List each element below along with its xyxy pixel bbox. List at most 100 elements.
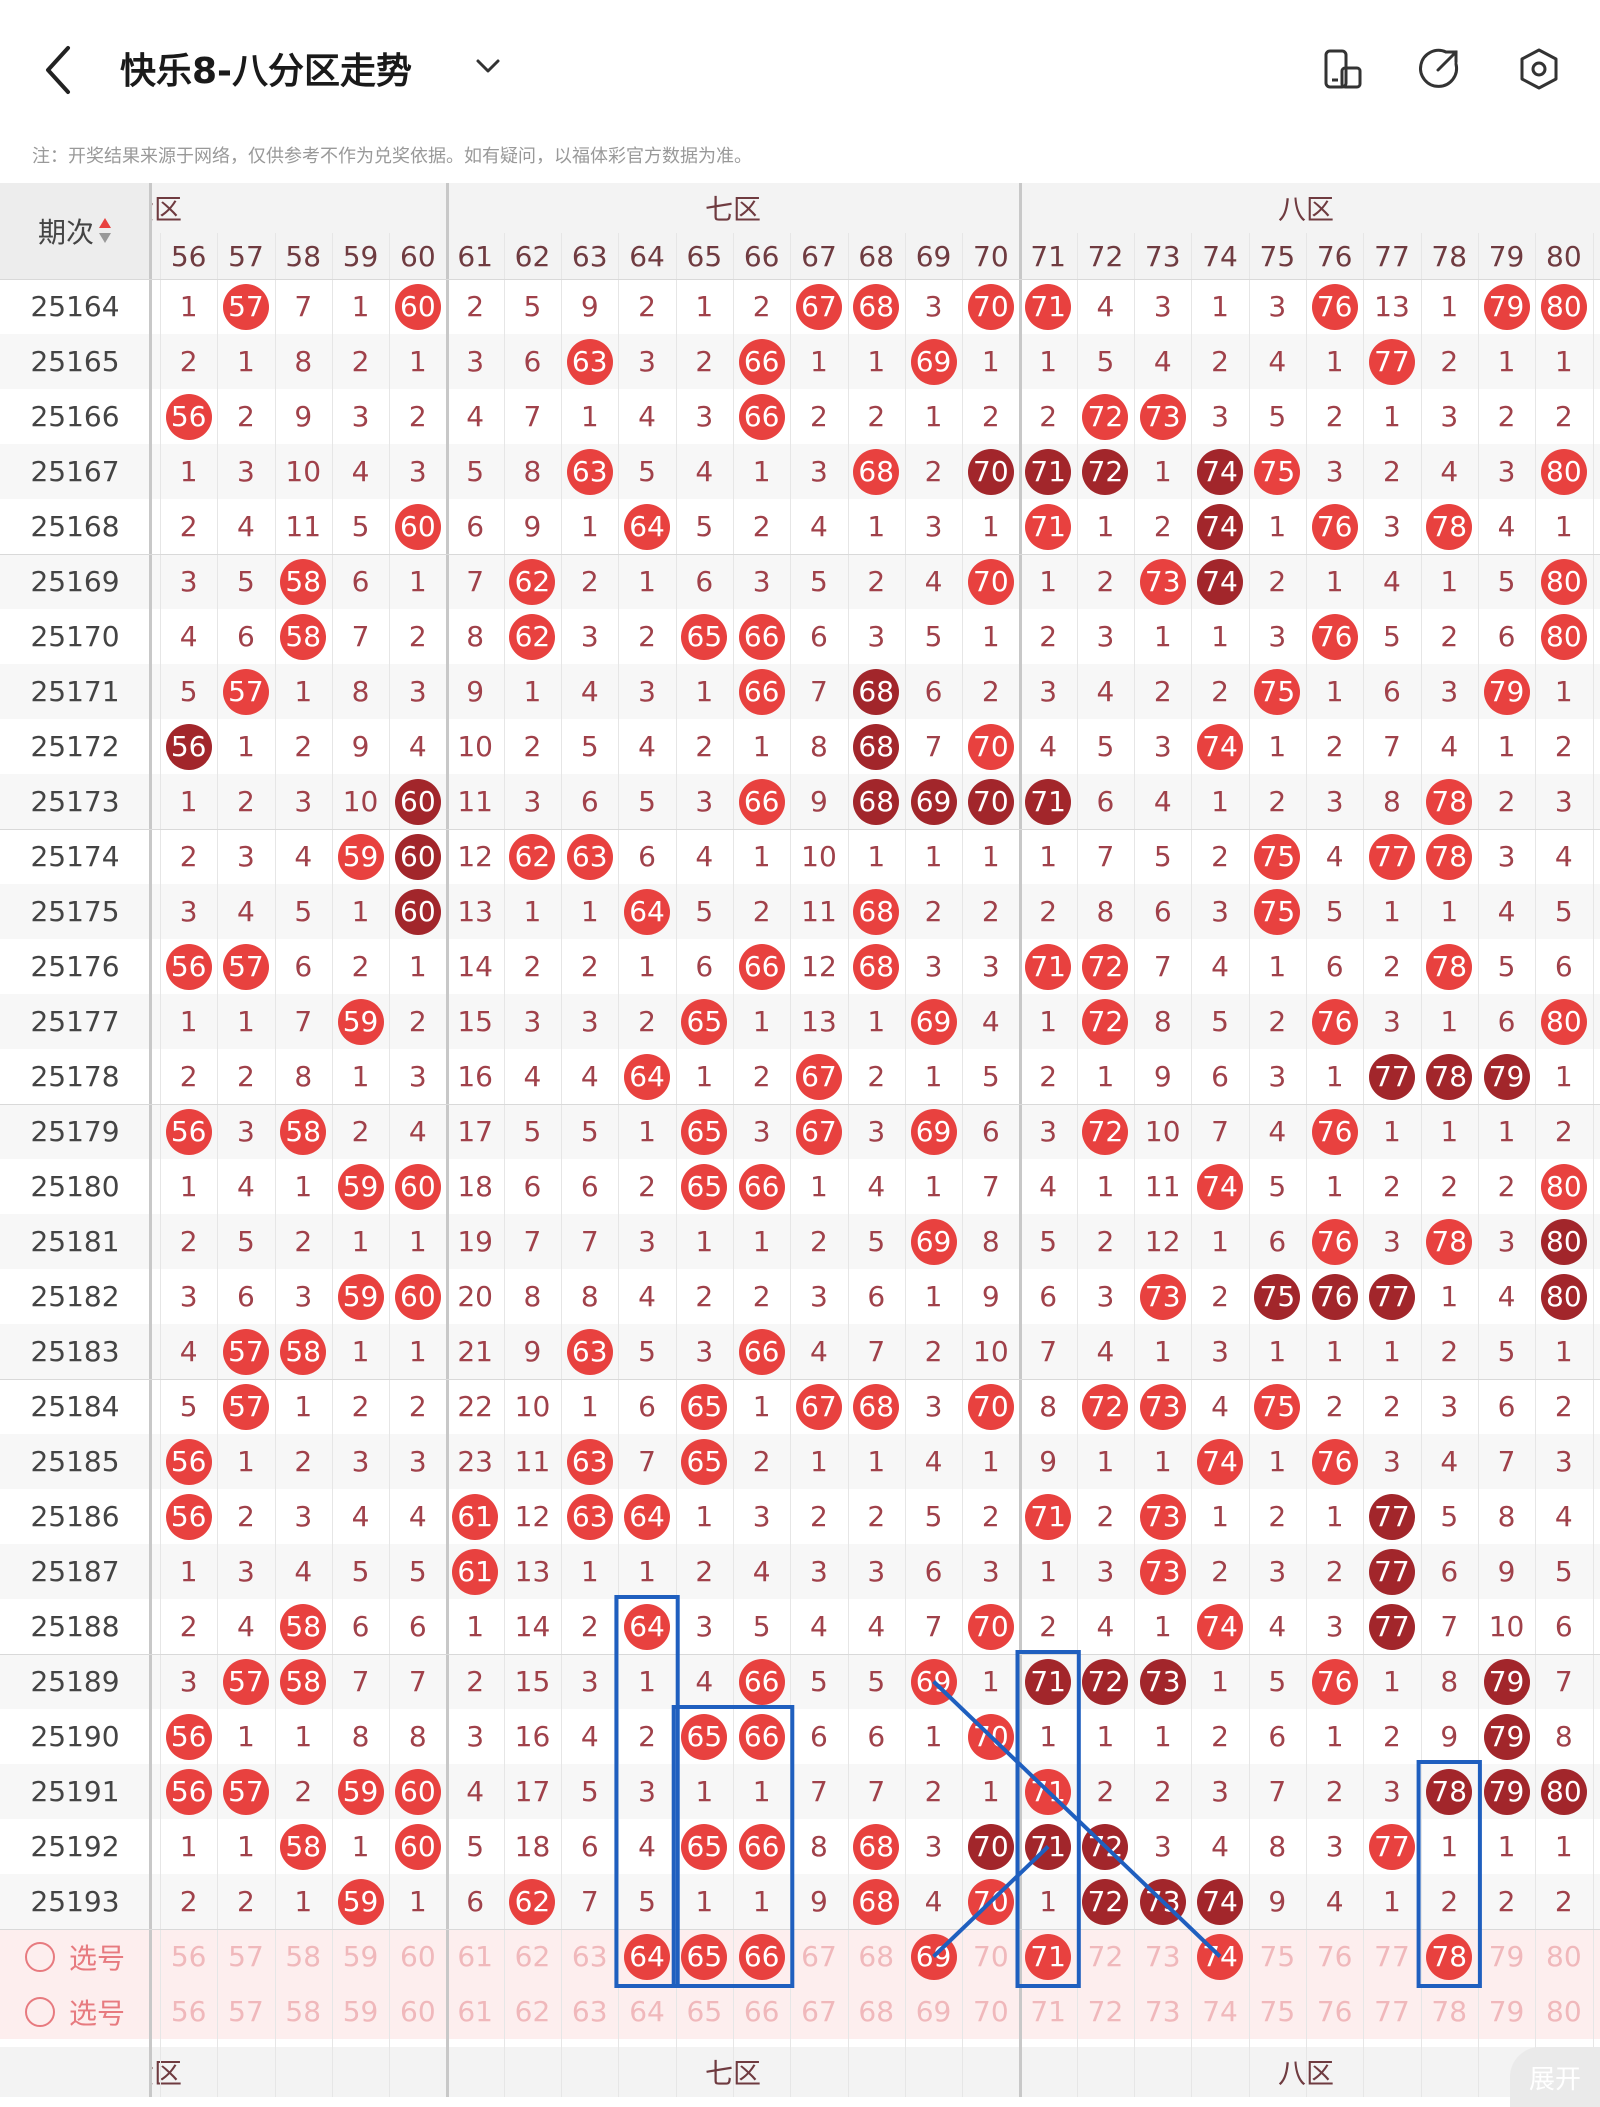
radio-circle-icon[interactable]: [24, 1996, 55, 2027]
selectable-number[interactable]: 72: [1087, 1940, 1124, 1973]
selectable-number[interactable]: 73: [1144, 1995, 1181, 2028]
selectable-number[interactable]: 66: [743, 1995, 780, 2028]
omission-count: 11: [514, 1445, 551, 1478]
selectable-number[interactable]: 71: [1030, 1995, 1066, 2028]
selectable-number[interactable]: 79: [1488, 1995, 1525, 2028]
column-divider: [1306, 233, 1307, 2097]
selected-number-ball[interactable]: 64: [624, 1933, 671, 1980]
drawn-number-ball: 66: [738, 943, 785, 990]
selectable-number[interactable]: 59: [342, 1940, 379, 1973]
selectable-number[interactable]: 63: [571, 1995, 608, 2028]
omission-count: 3: [294, 785, 313, 818]
settings-icon[interactable]: [1516, 46, 1562, 92]
omission-count: 2: [294, 730, 313, 763]
omission-count: 1: [1096, 510, 1115, 543]
selectable-number[interactable]: 64: [629, 1995, 665, 2028]
selectable-number[interactable]: 70: [973, 1940, 1009, 1973]
selectable-number[interactable]: 72: [1087, 1995, 1124, 2028]
selectable-number[interactable]: 59: [342, 1995, 379, 2028]
drawn-number-ball: 68: [853, 723, 900, 770]
selectable-number[interactable]: 60: [400, 1940, 436, 1973]
selectable-number[interactable]: 79: [1488, 1940, 1525, 1973]
selectable-number[interactable]: 70: [973, 1995, 1009, 2028]
omission-count: 3: [1383, 1445, 1401, 1478]
omission-count: 3: [466, 345, 485, 378]
selectable-number[interactable]: 77: [1374, 1995, 1410, 2028]
chevron-down-icon[interactable]: [474, 52, 502, 80]
drawn-number-ball: 58: [280, 1603, 327, 1650]
omission-count: 2: [1497, 785, 1516, 818]
share-icon[interactable]: [1416, 46, 1462, 92]
omission-count: 1: [294, 675, 313, 708]
omission-count: 5: [351, 1555, 370, 1588]
selectable-number[interactable]: 76: [1316, 1995, 1353, 2028]
selectable-number[interactable]: 68: [858, 1940, 895, 1973]
drawn-number-ball: 60: [394, 888, 441, 935]
selectable-number[interactable]: 73: [1144, 1940, 1181, 1973]
selectable-number[interactable]: 61: [457, 1995, 493, 2028]
selectable-number[interactable]: 57: [228, 1995, 264, 2028]
selectable-number[interactable]: 68: [858, 1995, 895, 2028]
sort-icon[interactable]: [98, 216, 112, 246]
selectable-number[interactable]: 58: [285, 1940, 322, 1973]
omission-count: 3: [408, 455, 427, 488]
omission-count: 2: [580, 1610, 599, 1643]
selectable-number[interactable]: 58: [285, 1995, 322, 2028]
column-divider: [618, 233, 620, 2097]
selectable-number[interactable]: 78: [1431, 1995, 1468, 2028]
selectable-number[interactable]: 56: [170, 1940, 207, 1973]
omission-count: 4: [1440, 730, 1459, 763]
omission-count: 7: [1497, 1445, 1516, 1478]
omission-count: 3: [867, 620, 886, 653]
selectable-number[interactable]: 57: [228, 1940, 264, 1973]
selectable-number[interactable]: 75: [1259, 1995, 1296, 2028]
omission-count: 2: [981, 1500, 1000, 1533]
selectable-number[interactable]: 65: [686, 1995, 723, 2028]
selected-number-ball[interactable]: 78: [1426, 1933, 1473, 1980]
select-row-label[interactable]: 选号: [0, 1929, 150, 1984]
selectable-number[interactable]: 62: [514, 1940, 551, 1973]
omission-count: 2: [1039, 1610, 1058, 1643]
selectable-number[interactable]: 75: [1259, 1940, 1296, 1973]
issue-column-header[interactable]: 期次: [0, 183, 150, 279]
selectable-number[interactable]: 80: [1546, 1995, 1582, 2028]
drawn-number-ball: 74: [1197, 723, 1244, 770]
selectable-number[interactable]: 67: [801, 1940, 837, 1973]
selected-number-ball[interactable]: 69: [910, 1933, 957, 1980]
drawn-number-ball: 77: [1368, 1053, 1415, 1100]
omission-count: 4: [924, 1445, 943, 1478]
selectable-number[interactable]: 63: [571, 1940, 608, 1973]
selected-number-ball[interactable]: 65: [681, 1933, 728, 1980]
omission-count: 2: [638, 290, 656, 323]
page-title[interactable]: 快乐8-八分区走势: [120, 51, 412, 92]
selectable-number[interactable]: 61: [457, 1940, 493, 1973]
selectable-number[interactable]: 74: [1202, 1995, 1238, 2028]
expand-button[interactable]: 展开: [1510, 2047, 1600, 2107]
selectable-number[interactable]: 69: [915, 1995, 952, 2028]
column-divider: [1363, 233, 1365, 2097]
selectable-number[interactable]: 76: [1316, 1940, 1353, 1973]
omission-count: 1: [523, 895, 542, 928]
selected-number-ball[interactable]: 74: [1197, 1933, 1244, 1980]
selectable-number[interactable]: 80: [1546, 1940, 1582, 1973]
selectable-number[interactable]: 67: [801, 1995, 837, 2028]
select-row-label[interactable]: 选号: [0, 1984, 150, 2039]
selected-number-ball[interactable]: 71: [1025, 1933, 1072, 1980]
trend-table: 期次六区七区八区56575859606162636465666768697071…: [0, 183, 1600, 2097]
selectable-number[interactable]: 77: [1374, 1940, 1410, 1973]
omission-count: 3: [1497, 840, 1516, 873]
omission-count: 1: [981, 1445, 1000, 1478]
drawn-number-ball: 59: [337, 833, 384, 880]
selectable-number[interactable]: 56: [170, 1995, 207, 2028]
radio-circle-icon[interactable]: [24, 1941, 55, 1972]
selected-number-ball[interactable]: 66: [738, 1933, 785, 1980]
back-arrow-icon[interactable]: [40, 40, 80, 100]
column-divider: [1191, 233, 1193, 2097]
selectable-number[interactable]: 62: [514, 1995, 551, 2028]
omission-count: 6: [351, 1610, 370, 1643]
drawn-number-ball: 71: [1025, 503, 1072, 550]
rotate-screen-icon[interactable]: [1320, 46, 1366, 92]
selectable-number[interactable]: 60: [400, 1995, 436, 2028]
drawn-number-ball: 58: [280, 1328, 327, 1375]
omission-count: 1: [294, 1720, 313, 1753]
